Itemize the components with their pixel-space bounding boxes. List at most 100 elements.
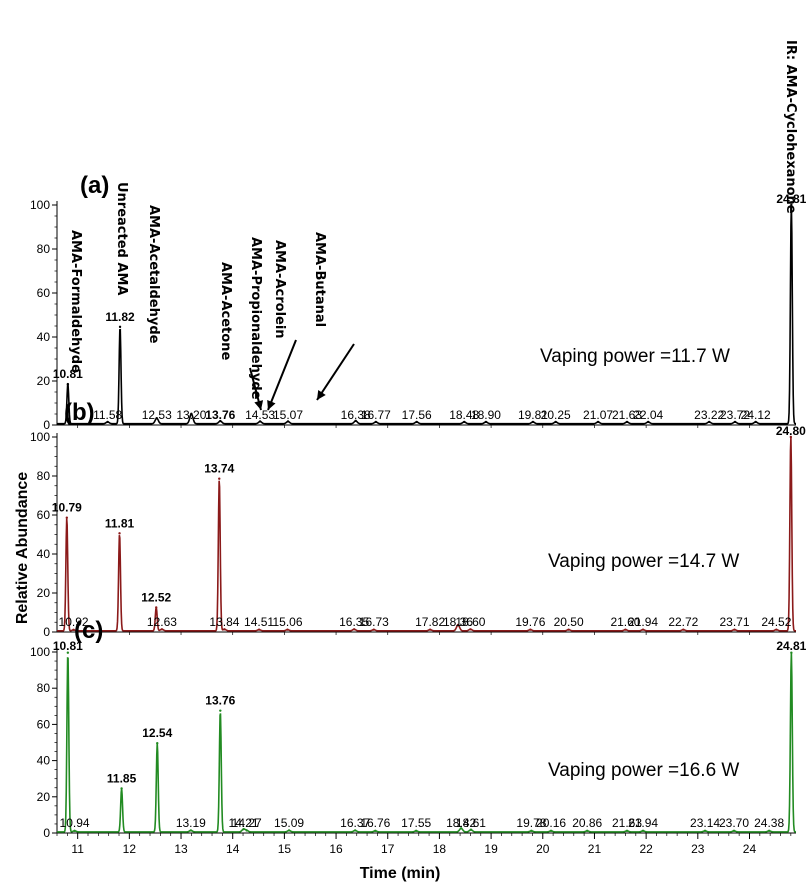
peak-label: 18.61 — [456, 816, 486, 830]
compound-label: AMA-Formaldehyde — [68, 230, 83, 373]
peak-point — [218, 477, 221, 480]
x-tick-label: 18 — [433, 842, 447, 856]
peak-label: 21.63 — [612, 816, 642, 830]
peak-point — [596, 420, 600, 424]
peak-point — [790, 203, 793, 207]
peak-point — [459, 827, 463, 830]
compound-label: AMA-Acrolein — [272, 240, 287, 339]
peak-label: 13.19 — [176, 816, 206, 830]
peak-point — [120, 787, 123, 790]
y-tick-label: 20 — [37, 586, 51, 600]
x-tick-label: 19 — [484, 842, 498, 856]
peak-label: 22.04 — [633, 408, 663, 422]
peak-label: 20.16 — [536, 816, 566, 830]
peak-label: 16.76 — [360, 816, 390, 830]
peak-point — [372, 628, 375, 631]
peak-point — [65, 516, 69, 519]
peak-point — [242, 827, 245, 831]
x-tick-label: 14 — [226, 842, 240, 856]
peak-point — [353, 829, 357, 832]
peak-point — [66, 382, 70, 386]
y-tick-label: 80 — [37, 242, 51, 256]
peak-point — [469, 628, 472, 631]
y-tick-label: 0 — [43, 625, 50, 639]
peak-label: 17.56 — [402, 408, 432, 422]
arrow-head — [254, 400, 264, 410]
peak-label: 21.94 — [628, 816, 658, 830]
peak-point — [219, 419, 222, 423]
peak-point — [428, 628, 432, 631]
compound-label: IR: AMA-Cyclohexanone — [783, 40, 798, 214]
x-tick-label: 12 — [123, 842, 137, 856]
y-tick-label: 100 — [30, 430, 50, 444]
arrow-head — [317, 390, 326, 400]
power-annotation: Vaping power =14.7 W — [548, 551, 739, 572]
peak-point — [463, 420, 466, 424]
power-annotation: Vaping power =16.6 W — [548, 760, 739, 781]
peak-point — [456, 623, 460, 627]
peak-point — [682, 628, 685, 631]
peak-label: 23.70 — [719, 816, 749, 830]
peak-label: 21.63 — [612, 408, 642, 422]
peak-label: 12.54 — [142, 726, 172, 740]
peak-point — [160, 628, 164, 631]
peak-point — [530, 829, 533, 833]
peak-point — [703, 829, 707, 833]
peak-point — [354, 419, 357, 423]
x-tick-label: 22 — [639, 842, 653, 856]
peak-label: 13.84 — [209, 615, 239, 629]
x-tick-label: 21 — [588, 842, 602, 856]
peak-point — [258, 420, 262, 423]
peak-label: 23.72 — [720, 408, 750, 422]
chromatogram-trace — [57, 204, 797, 425]
peak-label: 15.06 — [272, 615, 302, 629]
peak-point — [775, 628, 778, 631]
x-tick-label: 13 — [174, 842, 188, 856]
peak-label: 13.20 — [176, 408, 206, 422]
peak-label: 24.52 — [761, 615, 791, 629]
chromatogram-trace — [57, 436, 796, 632]
peak-point — [484, 420, 488, 424]
peak-point — [189, 829, 193, 832]
peak-point — [624, 628, 627, 631]
peak-label: 20.50 — [554, 615, 584, 629]
power-annotation: Vaping power =11.7 W — [540, 346, 730, 367]
panel-label: (b) — [64, 399, 95, 426]
peak-point — [118, 532, 121, 535]
peak-label: 17.82 — [415, 615, 445, 629]
peak-label: 15.09 — [274, 816, 304, 830]
peak-label: 18.48 — [449, 408, 479, 422]
peak-label: 15.07 — [273, 408, 303, 422]
peak-label: 24.38 — [754, 816, 784, 830]
peak-point — [732, 829, 736, 833]
peak-label: 11.85 — [107, 771, 137, 785]
y-tick-label: 40 — [37, 330, 51, 344]
x-tick-label: 11 — [71, 842, 84, 856]
peak-point — [156, 742, 159, 745]
y-tick-label: 60 — [37, 286, 51, 300]
peak-label: 20.25 — [541, 408, 571, 422]
traces-layer — [57, 203, 797, 833]
peak-point — [790, 651, 793, 654]
arrow-head — [267, 399, 276, 410]
peak-label: 11.58 — [93, 408, 122, 422]
panel-label: (c) — [74, 617, 103, 644]
peak-label: 20.86 — [572, 816, 602, 830]
peak-point — [789, 435, 793, 439]
peak-label: 12.52 — [141, 590, 171, 604]
peak-label: 16.35 — [339, 615, 369, 629]
peak-point — [469, 828, 473, 831]
peak-label: 10.94 — [60, 816, 90, 830]
peak-label: 14.51 — [244, 615, 274, 629]
peak-label: 19.81 — [518, 408, 548, 422]
peak-point — [415, 420, 418, 424]
peak-label: 18.42 — [446, 816, 476, 830]
compound-label: AMA-Acetaldehyde — [146, 205, 161, 344]
peak-label: 11.81 — [105, 516, 135, 530]
peak-point — [707, 420, 711, 424]
peak-point — [625, 829, 629, 833]
x-axis-title: Time (min) — [360, 865, 441, 882]
